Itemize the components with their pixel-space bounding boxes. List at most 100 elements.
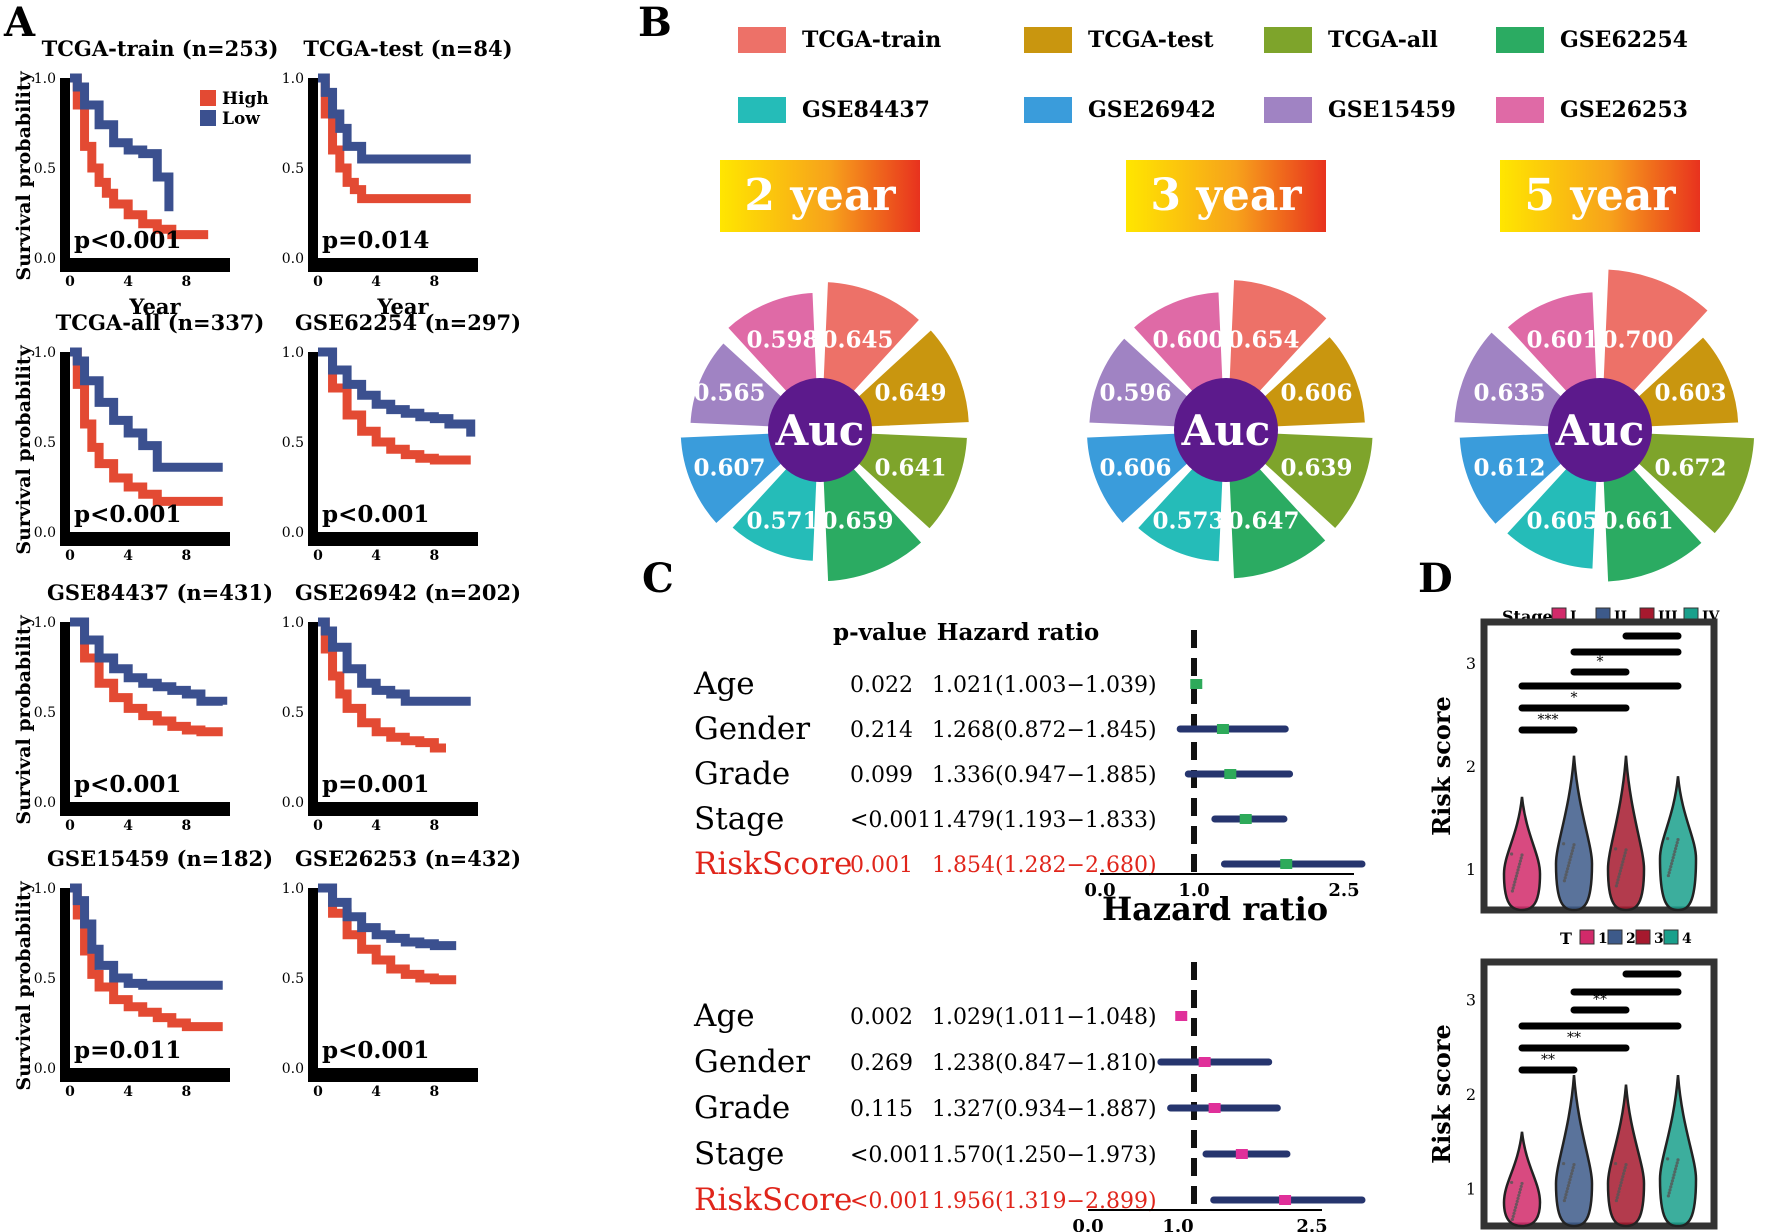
forest-plot: Age 0.002 1.029(1.011−1.048) Gender 0.269 1.2… (693, 962, 1366, 1232)
forest-point (1280, 859, 1293, 869)
violin-point (1516, 868, 1520, 872)
violin-point (1667, 870, 1671, 875)
violin-point (1572, 1162, 1576, 1167)
violin-point (1566, 867, 1570, 871)
violin-point (1671, 1176, 1675, 1180)
km-x-tick: 0 (313, 548, 323, 564)
forest-row-label: RiskScore (694, 846, 852, 882)
violin-point (1670, 858, 1674, 863)
km-y-tick: 0.5 (282, 971, 304, 987)
violin-point (1563, 1195, 1567, 1200)
km-y-tick: 0.0 (282, 1061, 304, 1077)
km-x-label: Year (376, 294, 429, 319)
auc-legend-swatch (1264, 97, 1312, 123)
violin-shape (1554, 1075, 1594, 1228)
violin-point (1666, 1157, 1670, 1161)
violin-legend-label: 2 (1626, 931, 1636, 947)
auc-value-label: 0.641 (875, 455, 947, 482)
violin-point (1674, 843, 1678, 848)
km-plot: TCGA-test (n=84) 1.0 0.5 0.0 0 4 8 p=0.014 Year (282, 36, 513, 319)
auc-value-label: 0.607 (693, 455, 765, 482)
auc-year-banner (1126, 160, 1326, 232)
violin-point (1666, 1194, 1670, 1198)
auc-legend-item: TCGA-test (1024, 27, 1214, 53)
forest-header-pvalue: p-value (833, 619, 927, 646)
auc-legend-swatch (1496, 27, 1544, 53)
auc-sector (847, 430, 971, 533)
km-y-tick: 0.0 (282, 251, 304, 267)
forest-hr-text: 1.029(1.011−1.048) (932, 1005, 1157, 1030)
violin-sig-label: *** (1538, 712, 1559, 728)
violin-point (1512, 883, 1516, 887)
violin-y-tick: 2 (1466, 1085, 1476, 1104)
auc-sector (1253, 430, 1376, 533)
km-y-axis (308, 78, 318, 268)
violin-point (1572, 843, 1576, 847)
km-x-axis (60, 802, 230, 816)
violin-point (1618, 1183, 1622, 1188)
violin-y-tick: 3 (1466, 991, 1476, 1010)
auc-center (768, 378, 872, 482)
violin-point (1520, 1181, 1524, 1186)
violin-shape (1502, 1131, 1542, 1228)
forest-point (1235, 1149, 1248, 1159)
km-title: GSE15459 (n=182) (47, 846, 273, 871)
auc-year-banner (1500, 160, 1700, 232)
violin-point (1569, 855, 1573, 859)
auc-value-label: 0.600 (1152, 326, 1224, 353)
violin-point (1617, 1189, 1621, 1194)
forest-row-label: RiskScore (694, 1182, 852, 1218)
violin-y-label: Risk score (1427, 696, 1456, 836)
km-x-tick: 8 (181, 274, 191, 290)
km-x-tick: 8 (429, 548, 439, 564)
violin-point (1676, 1158, 1680, 1162)
violin-point (1615, 1195, 1619, 1200)
violin-point (1515, 871, 1519, 875)
violin-point (1669, 864, 1673, 869)
violin-shape (1554, 755, 1594, 912)
violin-point (1515, 1199, 1519, 1204)
violin-point (1616, 878, 1620, 882)
forest-row-label: Age (693, 666, 755, 702)
auc-legend-swatch (1496, 97, 1544, 123)
violin-point (1518, 1187, 1522, 1192)
km-x-tick: 4 (123, 274, 133, 290)
km-curve-high (318, 73, 471, 204)
violin-point (1566, 864, 1570, 868)
auc-value-label: 0.700 (1601, 326, 1673, 353)
violin-point (1674, 846, 1678, 851)
auc-value-label: 0.573 (1152, 508, 1224, 535)
violin-sig-label: * (1571, 690, 1578, 706)
violin-point (1622, 854, 1626, 858)
violin-plot: T 1 2 3 4 1 2 3 Risk score ** ** ** (1427, 929, 1718, 1230)
km-y-tick: 0.5 (34, 971, 56, 987)
km-x-tick: 8 (429, 274, 439, 290)
forest-hr-text: 1.021(1.003−1.039) (932, 673, 1157, 698)
km-curve-low (70, 883, 223, 990)
km-curve-low (318, 347, 476, 437)
forest-pvalue: 0.269 (850, 1051, 913, 1076)
violin-point (1564, 873, 1568, 877)
forest-point (1208, 1103, 1221, 1113)
auc-sector (1129, 289, 1226, 403)
km-y-tick: 0.0 (34, 251, 56, 267)
violin-point (1614, 884, 1618, 888)
violin-legend-label: 3 (1654, 931, 1664, 947)
violin-point (1621, 860, 1625, 864)
auc-value-label: 0.565 (693, 379, 765, 406)
auc-legend-swatch (1024, 97, 1072, 123)
km-x-tick: 0 (313, 274, 323, 290)
km-plot: TCGA-all (n=337)1.0 0.5 0.0 0 4 8 p<0.001 Survi… (13, 310, 264, 564)
forest-pvalue: <0.001 (850, 808, 931, 833)
violin-point (1562, 879, 1566, 883)
km-y-axis (60, 352, 70, 542)
violin-point (1666, 836, 1670, 841)
auc-sector (1134, 457, 1226, 565)
km-x-tick: 4 (123, 818, 133, 834)
km-curve-low (70, 73, 174, 212)
km-y-tick: 0.5 (282, 705, 304, 721)
forest-pvalue: 0.099 (850, 763, 913, 788)
km-x-tick: 8 (181, 548, 191, 564)
forest-point (1190, 679, 1203, 689)
auc-legend-item: GSE62254 (1496, 27, 1688, 53)
